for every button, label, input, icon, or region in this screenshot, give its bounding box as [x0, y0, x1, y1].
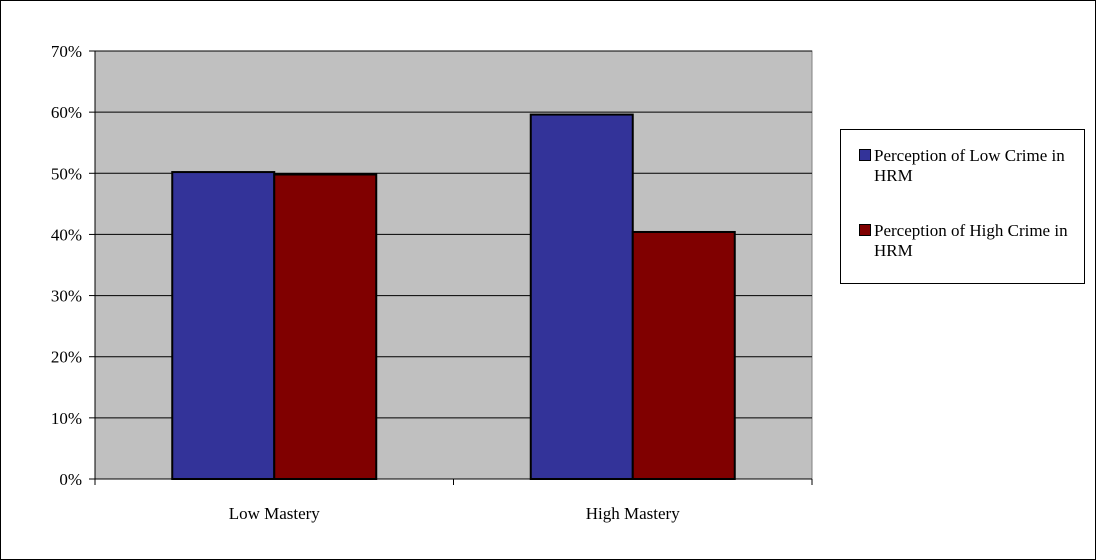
- y-tick-label: 50%: [51, 164, 82, 183]
- legend-swatch-low-crime: [859, 149, 871, 161]
- legend: Perception of Low Crime in HRM Perceptio…: [840, 129, 1085, 284]
- y-tick-label: 0%: [59, 470, 82, 489]
- legend-label-high-crime: Perception of High Crime in HRM: [874, 221, 1068, 260]
- x-tick-label: Low Mastery: [229, 504, 321, 523]
- bar-1-1: [631, 230, 736, 480]
- y-tick-label: 70%: [51, 42, 82, 61]
- legend-swatch-high-crime: [859, 224, 871, 236]
- y-tick-label: 20%: [51, 348, 82, 367]
- x-ticks: Low Mastery High Mastery: [94, 479, 813, 523]
- legend-label-low-crime: Perception of Low Crime in HRM: [874, 146, 1065, 185]
- x-tick-label: High Mastery: [586, 504, 680, 523]
- bar-0-1: [273, 173, 378, 480]
- y-tick-label: 30%: [51, 287, 82, 306]
- bar-1-0: [529, 113, 634, 481]
- y-tick-label: 10%: [51, 409, 82, 428]
- y-tick-label: 40%: [51, 225, 82, 244]
- bar-0-0: [171, 171, 276, 480]
- bars: [171, 113, 736, 481]
- y-ticks: 0% 10% 20% 30% 40% 50% 60% 70%: [51, 42, 95, 489]
- y-tick-label: 60%: [51, 103, 82, 122]
